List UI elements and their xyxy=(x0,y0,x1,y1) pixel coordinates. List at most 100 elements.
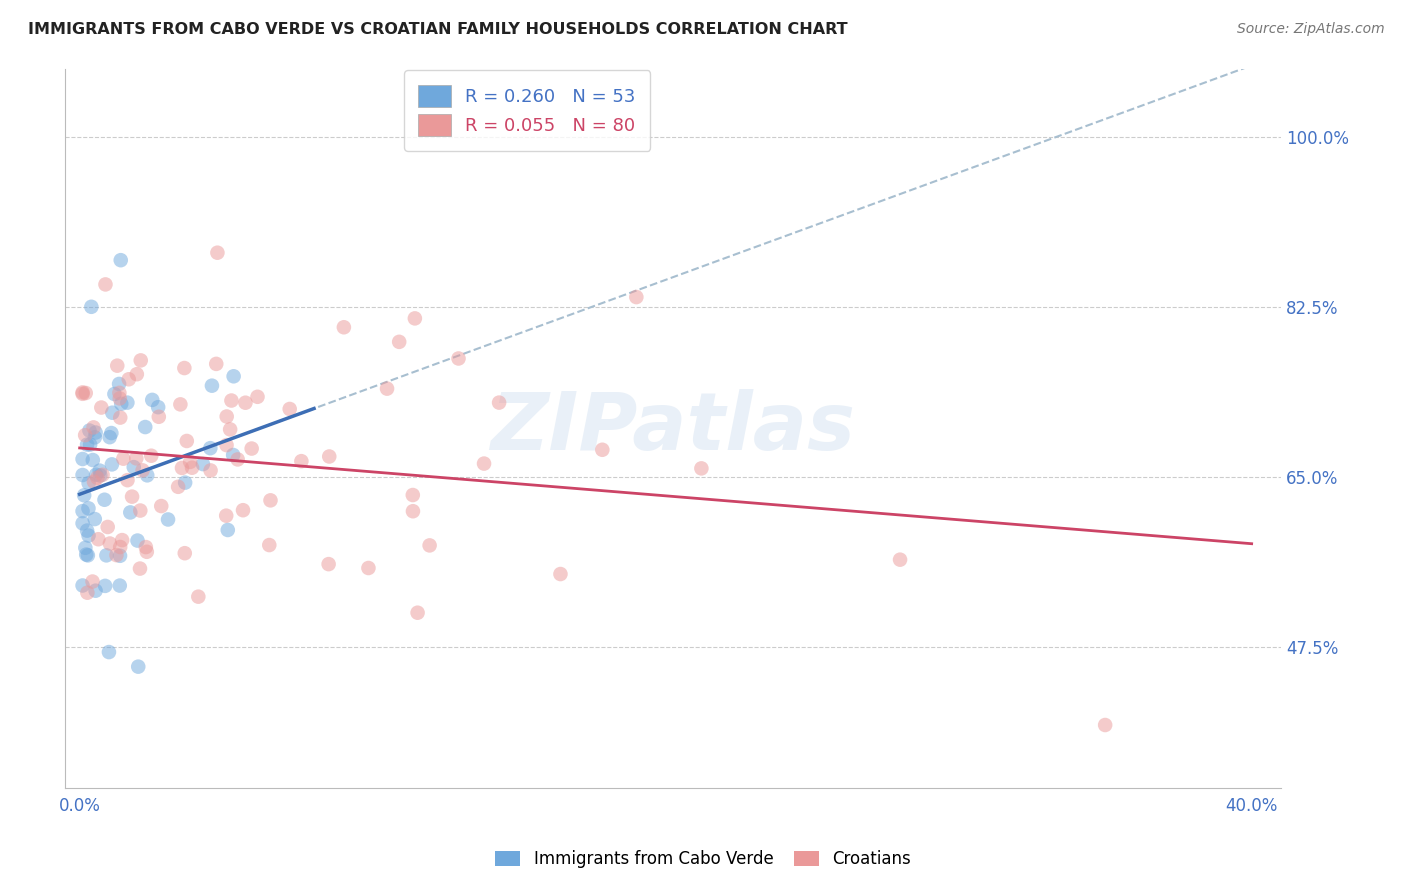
Point xyxy=(77,501,100,516)
Point xyxy=(117,473,139,487)
Point xyxy=(87,533,110,547)
Point xyxy=(207,245,229,260)
Point xyxy=(108,385,131,400)
Point xyxy=(472,457,495,471)
Point xyxy=(388,334,411,349)
Point xyxy=(690,461,713,475)
Point xyxy=(200,463,222,477)
Legend: Immigrants from Cabo Verde, Croatians: Immigrants from Cabo Verde, Croatians xyxy=(489,844,917,875)
Point xyxy=(146,400,169,414)
Point xyxy=(167,480,190,494)
Point xyxy=(117,395,139,409)
Point xyxy=(108,540,131,554)
Point xyxy=(129,353,152,368)
Point xyxy=(76,524,98,538)
Point xyxy=(84,583,107,598)
Point xyxy=(127,659,149,673)
Point xyxy=(89,468,111,483)
Point xyxy=(221,393,243,408)
Point xyxy=(173,361,195,376)
Point xyxy=(131,463,153,477)
Point xyxy=(179,455,201,469)
Point xyxy=(84,467,107,482)
Point xyxy=(77,476,100,491)
Point xyxy=(89,464,111,478)
Text: Source: ZipAtlas.com: Source: ZipAtlas.com xyxy=(1237,22,1385,37)
Point xyxy=(134,420,156,434)
Point xyxy=(278,402,301,417)
Point xyxy=(75,428,97,442)
Point xyxy=(97,645,120,659)
Point xyxy=(112,451,135,466)
Point xyxy=(110,397,132,411)
Point xyxy=(135,540,157,554)
Point xyxy=(86,471,108,485)
Point xyxy=(72,386,94,401)
Point xyxy=(259,538,281,552)
Point xyxy=(235,395,257,409)
Point xyxy=(82,574,104,589)
Point xyxy=(402,488,425,502)
Point xyxy=(226,452,249,467)
Point xyxy=(108,392,131,406)
Point xyxy=(72,468,94,483)
Point xyxy=(73,488,96,502)
Point xyxy=(125,451,148,466)
Point xyxy=(83,512,105,526)
Point xyxy=(101,406,124,420)
Point xyxy=(170,461,193,475)
Point xyxy=(488,395,510,409)
Point xyxy=(96,549,118,563)
Point xyxy=(447,351,470,366)
Point xyxy=(79,437,101,451)
Point xyxy=(105,359,128,373)
Point xyxy=(141,449,163,463)
Point xyxy=(120,505,142,519)
Point xyxy=(84,425,107,440)
Point xyxy=(246,390,269,404)
Point xyxy=(215,409,238,424)
Point xyxy=(111,533,134,547)
Point xyxy=(148,409,170,424)
Text: ZIPatlas: ZIPatlas xyxy=(491,390,855,467)
Point xyxy=(357,561,380,575)
Point xyxy=(187,590,209,604)
Point xyxy=(90,401,112,415)
Point xyxy=(205,357,228,371)
Point xyxy=(173,546,195,560)
Point xyxy=(79,424,101,438)
Point xyxy=(157,512,180,526)
Point xyxy=(108,549,131,563)
Point xyxy=(141,392,163,407)
Point xyxy=(201,378,224,392)
Point xyxy=(105,548,128,562)
Point xyxy=(240,442,263,456)
Point xyxy=(135,545,157,559)
Point xyxy=(91,467,114,482)
Point xyxy=(100,425,122,440)
Point xyxy=(118,372,141,386)
Point xyxy=(591,442,613,457)
Point xyxy=(83,475,105,489)
Point xyxy=(889,552,911,566)
Point xyxy=(259,493,281,508)
Point xyxy=(217,523,239,537)
Point xyxy=(94,579,117,593)
Point xyxy=(108,376,131,391)
Point xyxy=(97,520,120,534)
Point xyxy=(402,504,425,518)
Point xyxy=(232,503,254,517)
Point xyxy=(626,290,648,304)
Point xyxy=(75,548,97,562)
Point xyxy=(121,490,143,504)
Point xyxy=(215,508,238,523)
Point xyxy=(72,452,94,467)
Point xyxy=(125,368,148,382)
Point xyxy=(215,438,238,452)
Point xyxy=(176,434,198,448)
Point xyxy=(150,499,173,513)
Point xyxy=(122,460,145,475)
Point xyxy=(75,541,97,555)
Point xyxy=(76,549,98,563)
Point xyxy=(333,320,356,334)
